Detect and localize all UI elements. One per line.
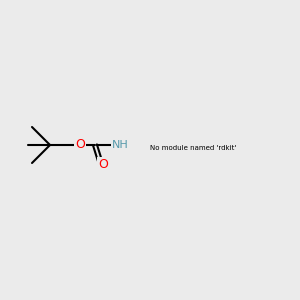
Text: No module named 'rdkit': No module named 'rdkit' (150, 145, 236, 151)
Text: NH: NH (112, 140, 128, 150)
Text: O: O (98, 158, 108, 172)
Text: O: O (75, 139, 85, 152)
